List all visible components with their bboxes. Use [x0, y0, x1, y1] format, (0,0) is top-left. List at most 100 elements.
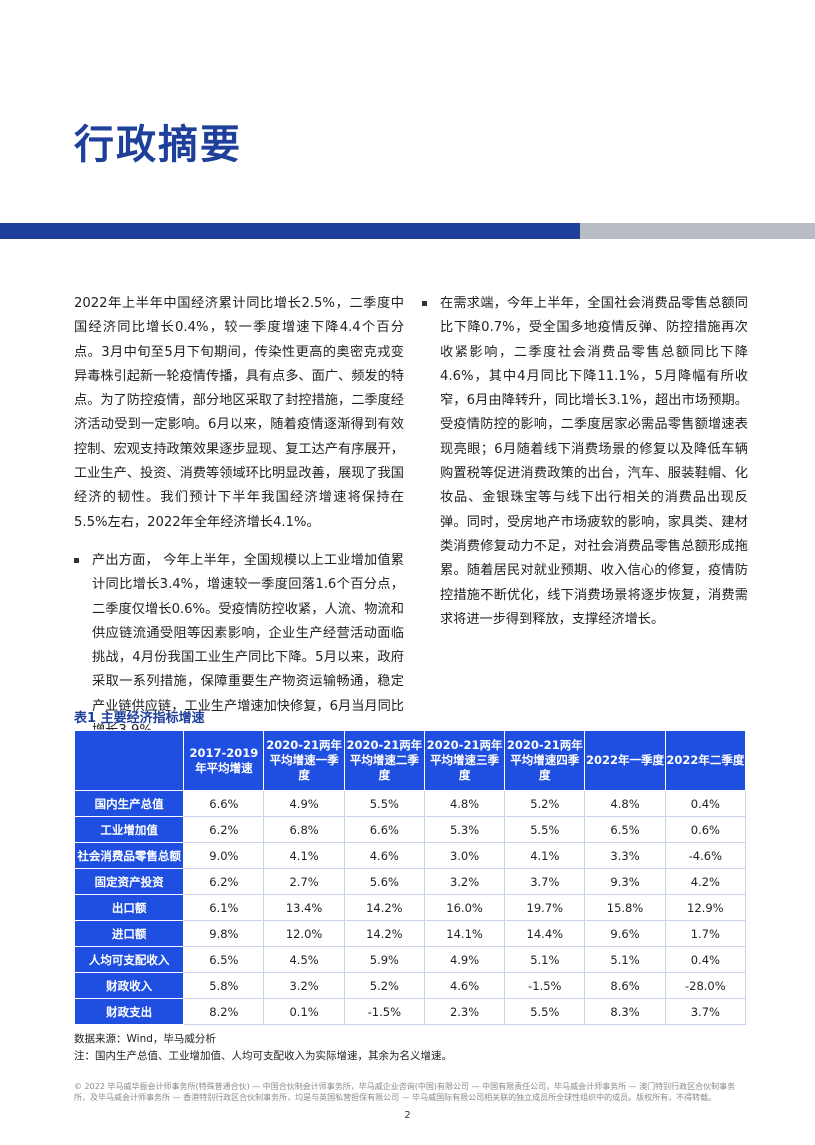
cell: 9.3%	[584, 868, 666, 895]
cell: -1.5%	[343, 998, 425, 1025]
cell: 6.2%	[183, 868, 265, 895]
cell: 8.6%	[584, 972, 666, 999]
cell: 3.2%	[263, 972, 345, 999]
header-bar	[0, 223, 580, 239]
cell: 16.0%	[423, 894, 506, 921]
cell: -1.5%	[504, 972, 586, 999]
cell: 5.9%	[343, 946, 425, 973]
table-row: 出口额 6.1% 13.4% 14.2% 16.0% 19.7% 15.8% 12.9%	[73, 894, 747, 921]
cell: 5.5%	[343, 790, 425, 817]
cell: 0.1%	[263, 998, 345, 1025]
table-row: 工业增加值 6.2% 6.8% 6.6% 5.3% 5.5% 6.5% 0.6%	[73, 816, 747, 843]
header-bar-gray	[580, 223, 815, 239]
cell: 12.0%	[263, 920, 345, 947]
legal-text: © 2022 毕马威华振会计师事务所(特殊普通合伙) — 中国合伙制会计师事务所…	[74, 1082, 736, 1102]
cell: -4.6%	[664, 842, 747, 869]
cell: 0.6%	[664, 816, 747, 843]
row-header: 人均可支配收入	[73, 946, 185, 973]
cell: 6.5%	[183, 946, 265, 973]
cell: 8.2%	[183, 998, 265, 1025]
corner-cell	[73, 730, 185, 791]
table-row: 社会消费品零售总额 9.0% 4.1% 4.6% 3.0% 4.1% 3.3% -4.6%	[73, 842, 747, 869]
cell: 4.1%	[504, 842, 586, 869]
cell: 5.2%	[343, 972, 425, 999]
row-header: 工业增加值	[73, 816, 185, 843]
cell: 5.1%	[584, 946, 666, 973]
cell: 15.8%	[584, 894, 666, 921]
cell: 6.6%	[183, 790, 265, 817]
cell: 5.6%	[343, 868, 425, 895]
cell: 9.6%	[584, 920, 666, 947]
table-caption: 表1 主要经济指标增速	[74, 711, 205, 726]
column-header: 2022年二季度	[664, 730, 747, 791]
cell: 1.7%	[664, 920, 747, 947]
cell: 4.9%	[423, 946, 506, 973]
cell: 4.5%	[263, 946, 345, 973]
cell: 6.5%	[584, 816, 666, 843]
column-header: 2020-21两年平均增速三季度	[423, 730, 506, 791]
paragraph: 2022年上半年中国经济累计同比增长2.5%，二季度中国经济同比增长0.4%，较…	[74, 296, 404, 530]
row-header: 固定资产投资	[73, 868, 185, 895]
cell: 8.3%	[584, 998, 666, 1025]
cell: 6.2%	[183, 816, 265, 843]
cell: -28.0%	[664, 972, 747, 999]
cell: 14.4%	[504, 920, 586, 947]
table-notes: 数据来源：Wind，毕马威分析 注：国内生产总值、工业增加值、人均可支配收入为实…	[74, 1031, 452, 1065]
cell: 3.0%	[423, 842, 506, 869]
row-header: 国内生产总值	[73, 790, 185, 817]
cell: 5.5%	[504, 816, 586, 843]
cell: 4.8%	[423, 790, 506, 817]
cell: 5.3%	[423, 816, 506, 843]
header-row: 2017-2019年平均增速 2020-21两年平均增速一季度 2020-21两年平…	[73, 730, 747, 791]
column-header: 2020-21两年平均增速一季度	[263, 730, 345, 791]
cell: 4.9%	[263, 790, 345, 817]
table-row: 进口额 9.8% 12.0% 14.2% 14.1% 14.4% 9.6% 1.7%	[73, 920, 747, 947]
page-title: 行政摘要	[74, 122, 242, 168]
table-row: 国内生产总值 6.6% 4.9% 5.5% 4.8% 5.2% 4.8% 0.4%	[73, 790, 747, 817]
cell: 4.1%	[263, 842, 345, 869]
table-row: 财政收入 5.8% 3.2% 5.2% 4.6% -1.5% 8.6% -28.0%	[73, 972, 747, 999]
cell: 0.4%	[664, 946, 747, 973]
left-column: 2022年上半年中国经济累计同比增长2.5%，二季度中国经济同比增长0.4%，较…	[74, 292, 404, 757]
cell: 3.7%	[664, 998, 747, 1025]
table-row: 财政支出 8.2% 0.1% -1.5% 2.3% 5.5% 8.3% 3.7%	[73, 998, 747, 1025]
cell: 12.9%	[664, 894, 747, 921]
row-header: 财政收入	[73, 972, 185, 999]
cell: 14.2%	[343, 894, 425, 921]
cell: 4.2%	[664, 868, 747, 895]
bullet: 在需求端，今年上半年，全国社会消费品零售总额同比下降0.7%，受全国多地疫情反弹…	[422, 292, 748, 632]
cell: 14.2%	[343, 920, 425, 947]
page-number: 2	[404, 1110, 411, 1121]
cell: 5.2%	[504, 790, 586, 817]
column-header: 2017-2019年平均增速	[183, 730, 265, 791]
cell: 14.1%	[423, 920, 506, 947]
cell: 4.6%	[343, 842, 425, 869]
note: 注：国内生产总值、工业增加值、人均可支配收入为实际增速，其余为名义增速。	[74, 1050, 452, 1062]
cell: 3.2%	[423, 868, 506, 895]
row-header: 社会消费品零售总额	[73, 842, 185, 869]
row-header: 财政支出	[73, 998, 185, 1025]
cell: 19.7%	[504, 894, 586, 921]
cell: 6.6%	[343, 816, 425, 843]
row-header: 进口额	[73, 920, 185, 947]
cell: 3.3%	[584, 842, 666, 869]
cell: 6.8%	[263, 816, 345, 843]
cell: 13.4%	[263, 894, 345, 921]
cell: 5.8%	[183, 972, 265, 999]
table-row: 人均可支配收入 6.5% 4.5% 5.9% 4.9% 5.1% 5.1% 0.4%	[73, 946, 747, 973]
cell: 6.1%	[183, 894, 265, 921]
cell: 9.8%	[183, 920, 265, 947]
table-row: 固定资产投资 6.2% 2.7% 5.6% 3.2% 3.7% 9.3% 4.2%	[73, 868, 747, 895]
cell: 9.0%	[183, 842, 265, 869]
cell: 3.7%	[504, 868, 586, 895]
column-header: 2020-21两年平均增速四季度	[504, 730, 586, 791]
cell: 5.1%	[504, 946, 586, 973]
row-header: 出口额	[73, 894, 185, 921]
cell: 2.7%	[263, 868, 345, 895]
cell: 5.5%	[504, 998, 586, 1025]
cell: 4.8%	[584, 790, 666, 817]
cell: 4.6%	[423, 972, 506, 999]
column-header: 2020-21两年平均增速二季度	[343, 730, 425, 791]
right-column: 在需求端，今年上半年，全国社会消费品零售总额同比下降0.7%，受全国多地疫情反弹…	[422, 292, 748, 646]
